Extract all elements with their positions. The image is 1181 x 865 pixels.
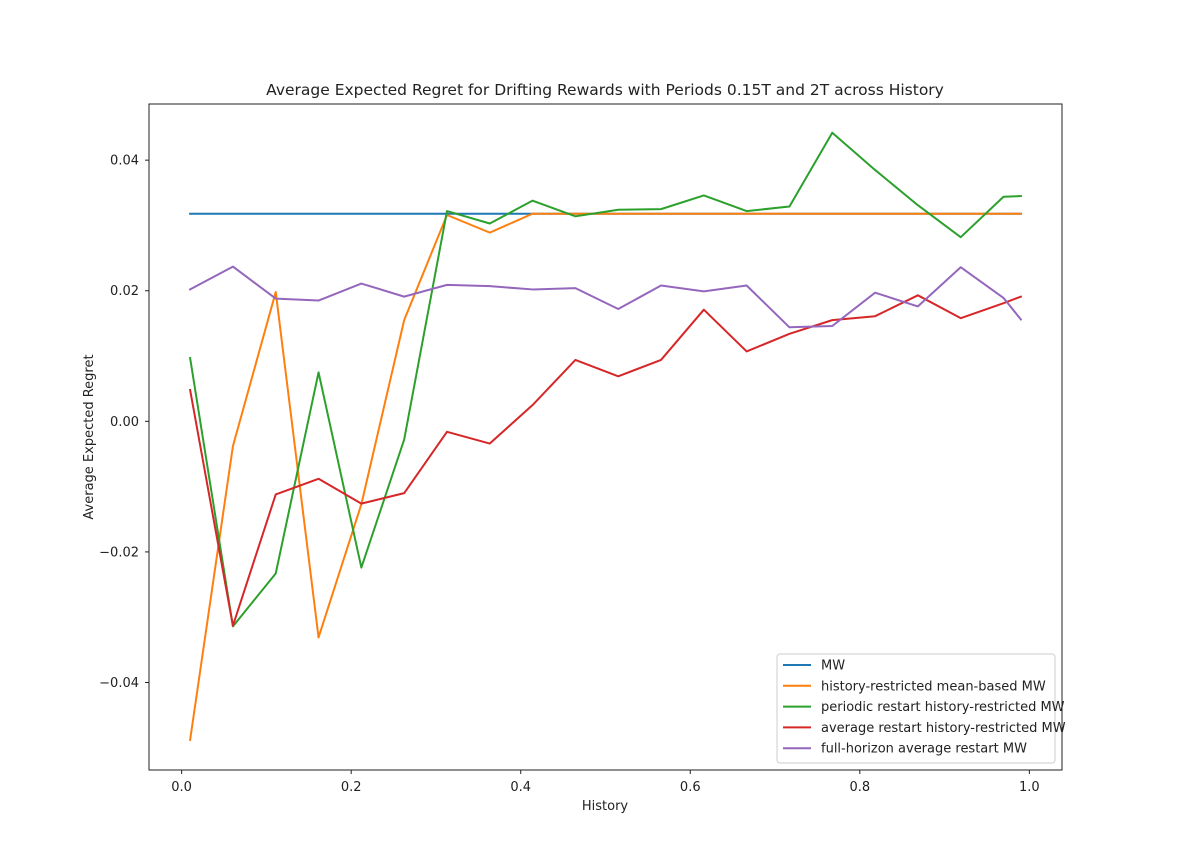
series-line-2: [188, 212, 1022, 742]
y-tick-label: −0.04: [99, 676, 139, 691]
series-line-3: [188, 131, 1022, 628]
plot-area: 0.0 0.2 0.4 0.6 0.8 1.0 −0.04 −0.02 0.00 0.02 0.04: [99, 103, 1063, 795]
x-axis-label: History: [582, 799, 629, 814]
legend-label: full-horizon average restart MW: [821, 742, 1027, 757]
x-tick-label: 0.0: [171, 780, 192, 795]
x-tick-label: 0.2: [341, 780, 362, 795]
legend-box: [776, 653, 1056, 764]
y-axis-label: Average Expected Regret: [82, 354, 97, 519]
legend-label: MW: [821, 659, 845, 674]
x-tick-label: 0.8: [849, 780, 870, 795]
x-tick-label: 0.4: [510, 780, 531, 795]
plot-frame: [148, 103, 1063, 771]
y-tick-label: 0.04: [110, 154, 139, 169]
chart-title: Average Expected Regret for Drifting Rew…: [266, 81, 944, 99]
legend-label: average restart history-restricted MW: [821, 721, 1066, 736]
legend-label: periodic restart history-restricted MW: [821, 700, 1065, 715]
y-tick-label: 0.02: [110, 284, 139, 299]
x-tick-label: 1.0: [1019, 780, 1040, 795]
legend: MW history-restricted mean-based MW period…: [776, 653, 1066, 764]
series-line-4: [188, 294, 1023, 627]
x-tick-label: 0.6: [680, 780, 701, 795]
series-line-5: [188, 265, 1023, 329]
y-tick-label: −0.02: [99, 545, 139, 560]
legend-label: history-restricted mean-based MW: [821, 679, 1046, 694]
y-tick-label: 0.00: [110, 415, 139, 430]
